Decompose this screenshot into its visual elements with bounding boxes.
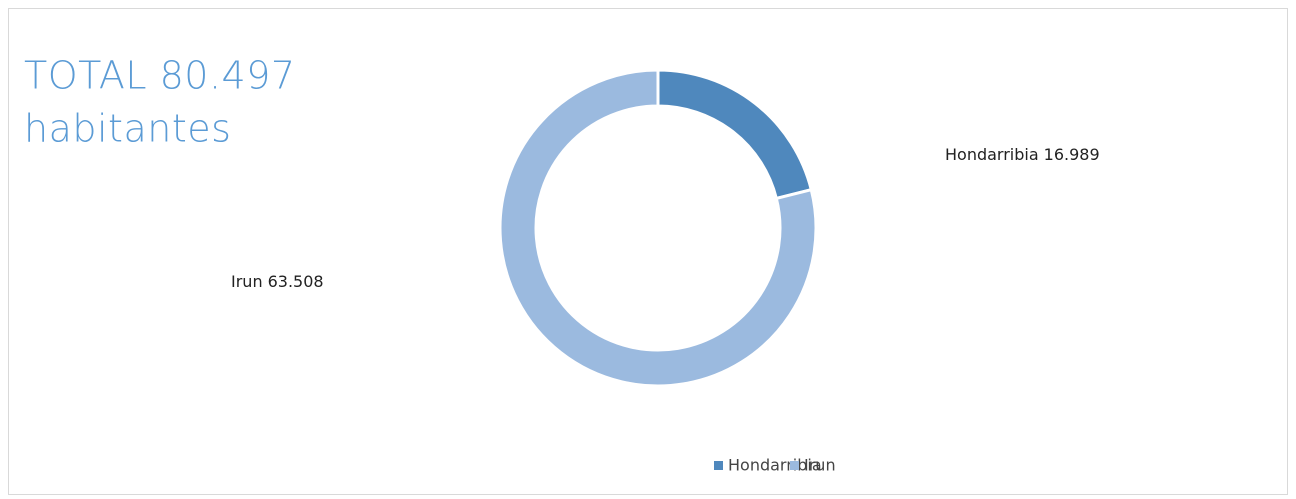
legend-label: Irun: [804, 456, 836, 475]
data-label-category: Irun: [231, 272, 263, 291]
data-label-value: 16.989: [1044, 145, 1100, 164]
chart-title: TOTAL 80.497: [24, 54, 296, 98]
chart-title: habitantes: [24, 107, 231, 151]
legend-swatch: [714, 461, 723, 470]
data-label-value: 63.508: [268, 272, 324, 291]
legend-swatch: [790, 461, 799, 470]
donut-slice: [498, 68, 818, 388]
data-label: Irun 63.508: [231, 272, 324, 291]
data-label-category: Hondarribia: [945, 145, 1039, 164]
data-label: Hondarribia 16.989: [945, 145, 1100, 164]
